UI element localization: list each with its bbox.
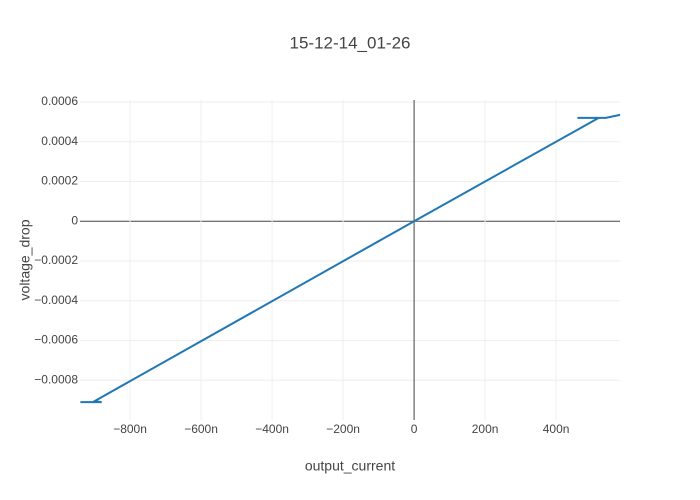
y-tick-label: 0.0004 bbox=[41, 134, 78, 148]
x-axis-title: output_current bbox=[305, 458, 395, 474]
y-tick-label: −0.0006 bbox=[34, 333, 78, 347]
x-tick-label: −600n bbox=[184, 422, 218, 436]
x-tick-label: 200n bbox=[472, 422, 499, 436]
x-tick-label: −400n bbox=[255, 422, 289, 436]
y-axis-title: voltage_drop bbox=[17, 219, 33, 300]
y-tick-label: 0.0002 bbox=[41, 174, 78, 188]
x-tick-label: −800n bbox=[113, 422, 147, 436]
y-tick-label: 0 bbox=[71, 213, 78, 227]
line-series bbox=[80, 113, 621, 404]
x-tick-label: 0 bbox=[411, 422, 418, 436]
y-tick-label: 0.0006 bbox=[41, 94, 78, 108]
x-tick-label: 400n bbox=[543, 422, 570, 436]
y-tick-label: −0.0008 bbox=[34, 372, 78, 386]
chart-title: 15-12-14_01-26 bbox=[290, 33, 411, 52]
y-tick-label: −0.0004 bbox=[34, 293, 78, 307]
x-tick-label: −200n bbox=[326, 422, 360, 436]
y-tick-label: −0.0002 bbox=[34, 253, 78, 267]
